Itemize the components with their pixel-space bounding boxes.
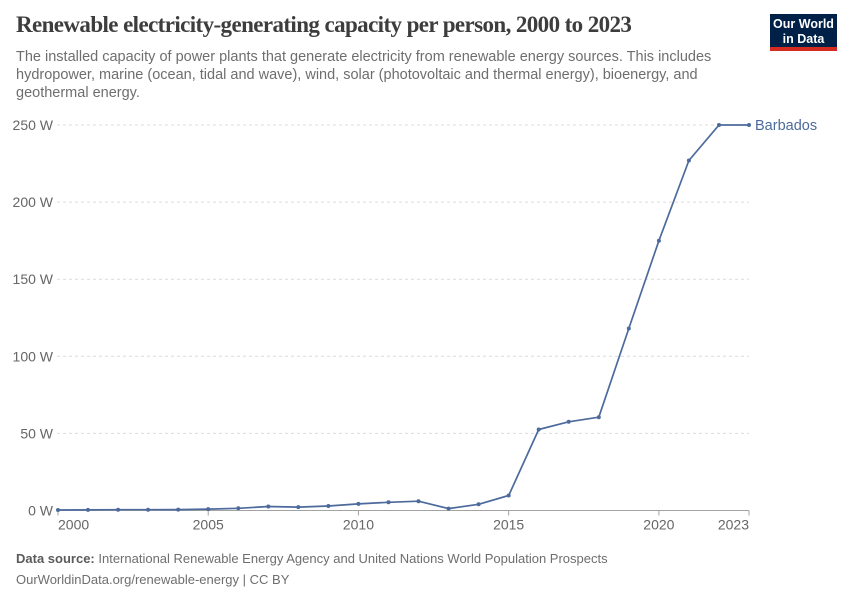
- data-source-text: International Renewable Energy Agency an…: [94, 551, 608, 566]
- data-point[interactable]: [686, 158, 691, 163]
- owid-logo-text-line1: Our World: [773, 17, 834, 31]
- data-point[interactable]: [86, 507, 90, 512]
- data-point[interactable]: [626, 326, 631, 331]
- x-axis-tick-label: 2010: [343, 517, 374, 533]
- y-axis-tick-label: 0 W: [28, 503, 54, 519]
- license-line[interactable]: OurWorldinData.org/renewable-energy | CC…: [16, 572, 290, 587]
- data-point[interactable]: [717, 123, 721, 127]
- data-point[interactable]: [356, 501, 361, 506]
- series-label-barbados[interactable]: Barbados: [755, 118, 817, 134]
- data-point[interactable]: [747, 123, 751, 127]
- data-point[interactable]: [296, 505, 301, 510]
- owid-logo[interactable]: Our World in Data: [770, 14, 837, 51]
- owid-logo-text-line2: in Data: [782, 31, 825, 46]
- data-line-barbados: [57, 124, 750, 511]
- x-axis-tick-label: 2000: [58, 517, 89, 533]
- data-point[interactable]: [656, 238, 661, 243]
- data-point[interactable]: [596, 415, 601, 420]
- subtitle-line: The installed capacity of power plants t…: [16, 49, 712, 65]
- y-axis-tick-label: 150 W: [13, 271, 54, 287]
- x-axis-tick-label: 2020: [643, 517, 674, 533]
- chart-title: Renewable electricity-generating capacit…: [16, 12, 632, 37]
- y-axis-tick-label: 50 W: [20, 425, 53, 441]
- data-point[interactable]: [506, 493, 511, 498]
- data-point[interactable]: [116, 507, 121, 512]
- y-axis-tick-label: 250 W: [13, 117, 54, 133]
- data-source-label: Data source:: [16, 551, 95, 566]
- data-point[interactable]: [476, 502, 481, 507]
- x-axis-tick-label: 2015: [493, 517, 524, 533]
- data-point[interactable]: [236, 506, 241, 511]
- data-point[interactable]: [206, 507, 211, 512]
- x-axis-tick-label: 2023: [718, 517, 749, 533]
- data-point[interactable]: [566, 419, 571, 424]
- chart-footer: Data source: International Renewable Ene…: [16, 548, 608, 590]
- data-point[interactable]: [266, 504, 271, 509]
- data-point[interactable]: [56, 508, 60, 512]
- subtitle-line: hydropower, marine (ocean, tidal and wav…: [16, 66, 698, 83]
- data-point[interactable]: [326, 504, 331, 508]
- data-point[interactable]: [536, 427, 541, 432]
- data-point[interactable]: [146, 507, 151, 512]
- data-point[interactable]: [416, 499, 421, 504]
- chart-subtitle: The installed capacity of power plants t…: [16, 49, 711, 102]
- data-point[interactable]: [446, 506, 451, 511]
- y-axis-tick-label: 200 W: [13, 194, 54, 210]
- data-source-line: Data source: International Renewable Ene…: [16, 548, 608, 569]
- subtitle-line: geothermal energy.: [16, 84, 140, 101]
- y-axis-tick-label: 100 W: [13, 348, 54, 364]
- data-point[interactable]: [386, 500, 391, 505]
- x-axis-tick-label: 2005: [193, 517, 224, 533]
- data-point[interactable]: [176, 507, 181, 512]
